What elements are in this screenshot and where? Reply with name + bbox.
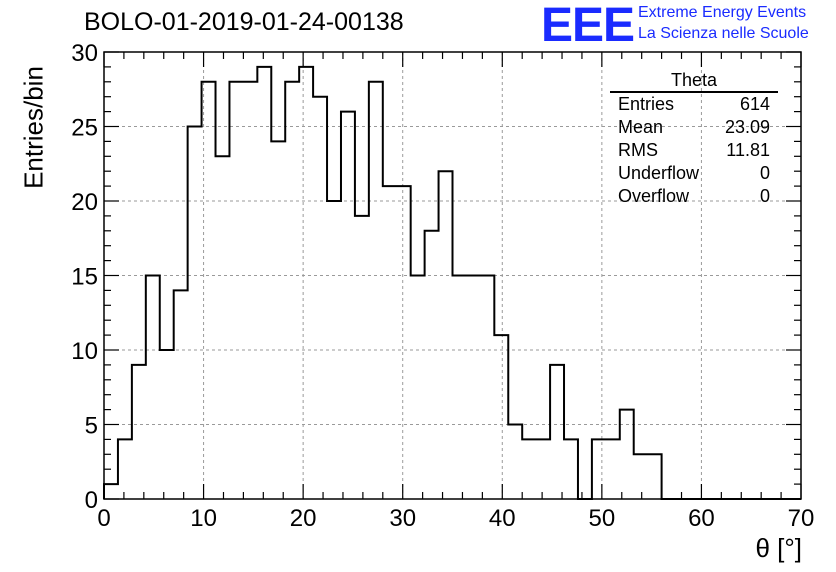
histogram-bin [160,350,174,499]
axis-ticks [103,51,802,500]
x-tick-label: 20 [290,505,317,532]
y-tick-label: 20 [71,189,98,216]
histogram-bin [299,67,313,499]
histogram-series-line [103,65,801,500]
y-tick-label: 25 [71,115,98,142]
x-tick-label: 60 [688,505,715,532]
histogram-bin [480,276,494,500]
histogram-bins [104,67,662,499]
y-tick-label: 0 [85,487,98,514]
histogram-bin [271,141,285,499]
histogram-bin [355,216,369,499]
stats-row-mean: Mean 23.09 [610,116,778,139]
stats-value: 11.81 [726,140,770,160]
x-tick-label: 40 [489,505,516,532]
histogram-bin [327,201,341,499]
y-tick-label: 5 [85,413,98,440]
histogram-bin [202,82,216,499]
histogram-bin [285,82,299,499]
histogram-bin [494,335,508,499]
histogram-bin [606,439,620,499]
histogram-bin [397,186,411,499]
histogram-bin [104,484,118,499]
histogram-bin [536,439,550,499]
histogram-bin [132,365,146,499]
histogram-bin [118,439,132,499]
y-tick-label: 15 [71,264,98,291]
stats-row-entries: Entries 614 [610,93,778,116]
histogram-bin [592,439,606,499]
histogram-bin [411,276,425,500]
histogram-bin [634,454,648,499]
histogram-bin [229,82,243,499]
x-tick-label: 10 [190,505,217,532]
brand-line-1: Extreme Energy Events [638,4,807,21]
y-tick-label: 10 [71,338,98,365]
stats-label: Overflow [618,186,690,206]
x-tick-label: 0 [97,505,110,532]
eee-logo: EEE [541,0,635,52]
histogram-bin [383,186,397,499]
stats-row-overflow: Overflow 0 [610,185,778,208]
x-tick-label: 50 [589,505,616,532]
histogram-bin [522,439,536,499]
x-tick-label: 30 [389,505,416,532]
histogram-bin [453,276,467,500]
histogram-bin [257,67,271,499]
stats-label: Underflow [618,163,700,183]
stats-row-rms: RMS 11.81 [610,139,778,162]
histogram-bin [174,290,188,499]
histogram-bin [188,127,202,500]
histogram-bin [216,156,230,499]
stats-value: 0 [759,186,770,206]
stats-label: RMS [618,140,658,160]
histogram-bin [369,82,383,499]
histogram-bin [313,97,327,499]
y-tick-label: 30 [71,40,98,67]
histogram-bin [439,171,453,499]
x-axis-label: θ [°] [755,533,802,563]
histogram-bin [146,276,160,500]
stats-value: 614 [739,94,770,114]
histogram-bin [425,231,439,499]
histogram-bin [620,410,634,499]
histogram-bin [508,425,522,500]
stats-label: Entries [618,94,675,114]
stats-box: Theta Entries 614 Mean 23.09 RMS 11.81 U… [610,70,778,208]
run-title: BOLO-01-2019-01-24-00138 [84,8,404,36]
histogram-bin [466,276,480,500]
histogram-bin [341,112,355,499]
histogram-bin [564,439,578,499]
stats-value: 0 [759,163,770,183]
tick-labels: 0 10 20 30 40 50 60 70 0 5 10 15 20 25 30 [71,40,814,532]
y-axis-label: Entries/bin [18,66,49,189]
x-tick-label: 70 [788,505,815,532]
stats-title: Theta [610,70,778,93]
brand-line-2: La Scienza nelle Scuole [638,25,809,42]
stats-label: Mean [618,117,664,137]
histogram-bin [648,454,662,499]
histogram-bin [243,82,257,499]
stats-row-underflow: Underflow 0 [610,162,778,185]
histogram-bin [550,365,564,499]
stats-value: 23.09 [724,117,770,137]
